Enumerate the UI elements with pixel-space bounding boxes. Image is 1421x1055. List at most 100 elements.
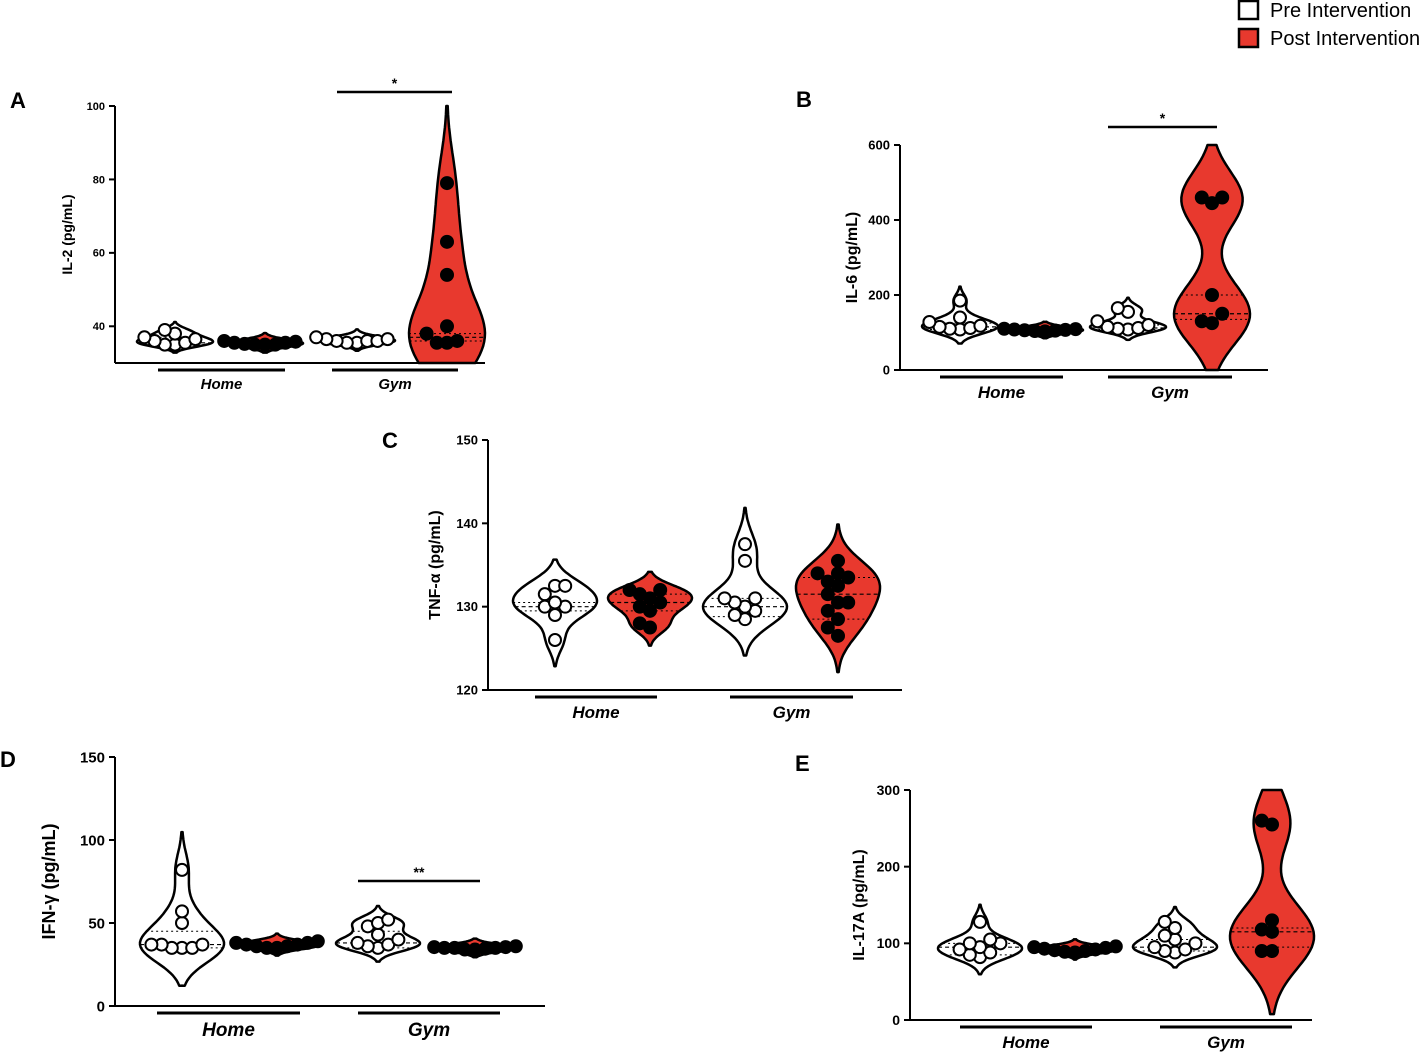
group-label: Gym bbox=[408, 1020, 450, 1041]
panel-letter: A bbox=[10, 88, 26, 113]
y-tick-label: 140 bbox=[456, 516, 478, 531]
y-tick-label: 80 bbox=[93, 174, 105, 186]
data-point bbox=[831, 612, 845, 627]
data-point bbox=[548, 595, 562, 610]
data-point bbox=[440, 176, 454, 191]
violin-body bbox=[936, 903, 1024, 976]
data-point bbox=[1215, 190, 1230, 205]
violin-body bbox=[1172, 143, 1252, 372]
group-label: Home bbox=[201, 376, 243, 393]
legend: Pre Intervention Post Intervention bbox=[1237, 0, 1420, 50]
data-point bbox=[1215, 306, 1230, 321]
data-point bbox=[738, 537, 752, 552]
data-point bbox=[548, 608, 562, 622]
data-point bbox=[450, 333, 465, 348]
data-point bbox=[1100, 319, 1115, 334]
data-point bbox=[810, 566, 825, 581]
panels: A 40 60 80 100 IL-2 (pg/mL) Home Gym * B 0 200 400 60… bbox=[0, 75, 1316, 1052]
y-tick-label: 0 bbox=[892, 1012, 900, 1028]
y-tick-label: 200 bbox=[868, 288, 890, 303]
legend-swatch-pre bbox=[1237, 0, 1260, 21]
data-point bbox=[831, 628, 845, 643]
data-point bbox=[427, 940, 442, 955]
data-point bbox=[1090, 314, 1105, 329]
data-point bbox=[137, 330, 152, 345]
y-tick-label: 100 bbox=[80, 832, 105, 849]
y-tick-label: 60 bbox=[93, 248, 105, 260]
significance-label: * bbox=[392, 75, 398, 91]
data-point bbox=[380, 332, 395, 347]
data-point bbox=[952, 942, 967, 957]
data-point bbox=[820, 603, 835, 618]
panel-e: E 0 100 200 300 IL-17A (pg/mL) Home Gym bbox=[795, 751, 1316, 1052]
y-axis-label: IL-2 (pg/mL) bbox=[59, 194, 75, 274]
data-point bbox=[548, 633, 562, 647]
group-label: Gym bbox=[1207, 1033, 1245, 1052]
panel-letter: E bbox=[795, 751, 810, 776]
y-tick-label: 120 bbox=[456, 683, 478, 698]
data-point bbox=[217, 333, 232, 348]
y-axis-label: IFN-γ (pg/mL) bbox=[39, 824, 59, 940]
data-point bbox=[175, 862, 189, 877]
data-point bbox=[973, 318, 988, 333]
y-tick-label: 130 bbox=[456, 599, 478, 614]
data-point bbox=[309, 330, 324, 345]
legend-label-pre: Pre Intervention bbox=[1270, 0, 1411, 22]
data-point bbox=[820, 620, 835, 635]
group-label: Home bbox=[1002, 1033, 1049, 1052]
data-point bbox=[391, 932, 406, 947]
data-point bbox=[1254, 922, 1269, 937]
data-point bbox=[727, 608, 742, 622]
data-point bbox=[144, 937, 159, 952]
data-point bbox=[953, 310, 967, 325]
data-point bbox=[157, 322, 172, 337]
data-point bbox=[820, 587, 835, 602]
group-label: Home bbox=[978, 383, 1025, 402]
y-tick-label: 0 bbox=[97, 998, 105, 1015]
data-point bbox=[1205, 196, 1219, 211]
data-point bbox=[717, 591, 732, 606]
data-point bbox=[381, 912, 396, 927]
data-point bbox=[1188, 936, 1203, 951]
legend-swatch-post bbox=[1237, 27, 1260, 49]
data-point bbox=[748, 591, 763, 606]
y-tick-label: 200 bbox=[877, 859, 901, 875]
data-point bbox=[1110, 301, 1125, 316]
y-tick-label: 50 bbox=[88, 915, 105, 932]
data-point bbox=[229, 935, 244, 950]
data-point bbox=[350, 935, 365, 950]
y-axis-label: IL-17A (pg/mL) bbox=[851, 849, 868, 960]
data-point bbox=[962, 936, 977, 951]
panel-letter: D bbox=[0, 747, 16, 772]
panel-letter: B bbox=[796, 87, 812, 112]
data-point bbox=[1194, 190, 1209, 205]
data-point bbox=[1157, 914, 1172, 929]
data-point bbox=[622, 583, 637, 597]
data-point bbox=[953, 293, 967, 308]
data-point bbox=[1178, 942, 1193, 957]
y-tick-label: 100 bbox=[877, 935, 901, 951]
data-point bbox=[831, 566, 845, 581]
group-label: Gym bbox=[773, 703, 811, 722]
data-point bbox=[288, 334, 303, 349]
data-point bbox=[310, 934, 325, 949]
panel-c: C 120 130 140 150 TNF-α (pg/mL) Home Gym bbox=[382, 428, 902, 722]
data-point bbox=[440, 234, 454, 249]
y-tick-label: 600 bbox=[868, 138, 890, 153]
y-tick-label: 100 bbox=[87, 101, 105, 113]
violin-body bbox=[701, 506, 789, 657]
data-point bbox=[973, 914, 987, 929]
data-point bbox=[440, 267, 454, 282]
data-point bbox=[195, 937, 210, 952]
data-point bbox=[653, 583, 668, 597]
data-point bbox=[632, 616, 647, 631]
data-point bbox=[1157, 928, 1172, 943]
data-point bbox=[1068, 322, 1083, 337]
data-point bbox=[1027, 940, 1042, 955]
data-point bbox=[558, 578, 573, 593]
group-label: Gym bbox=[1151, 383, 1189, 402]
data-point bbox=[841, 595, 856, 610]
violin-body bbox=[1228, 788, 1316, 1016]
group-label: Home bbox=[572, 703, 619, 722]
legend-label-post: Post Intervention bbox=[1270, 28, 1420, 50]
